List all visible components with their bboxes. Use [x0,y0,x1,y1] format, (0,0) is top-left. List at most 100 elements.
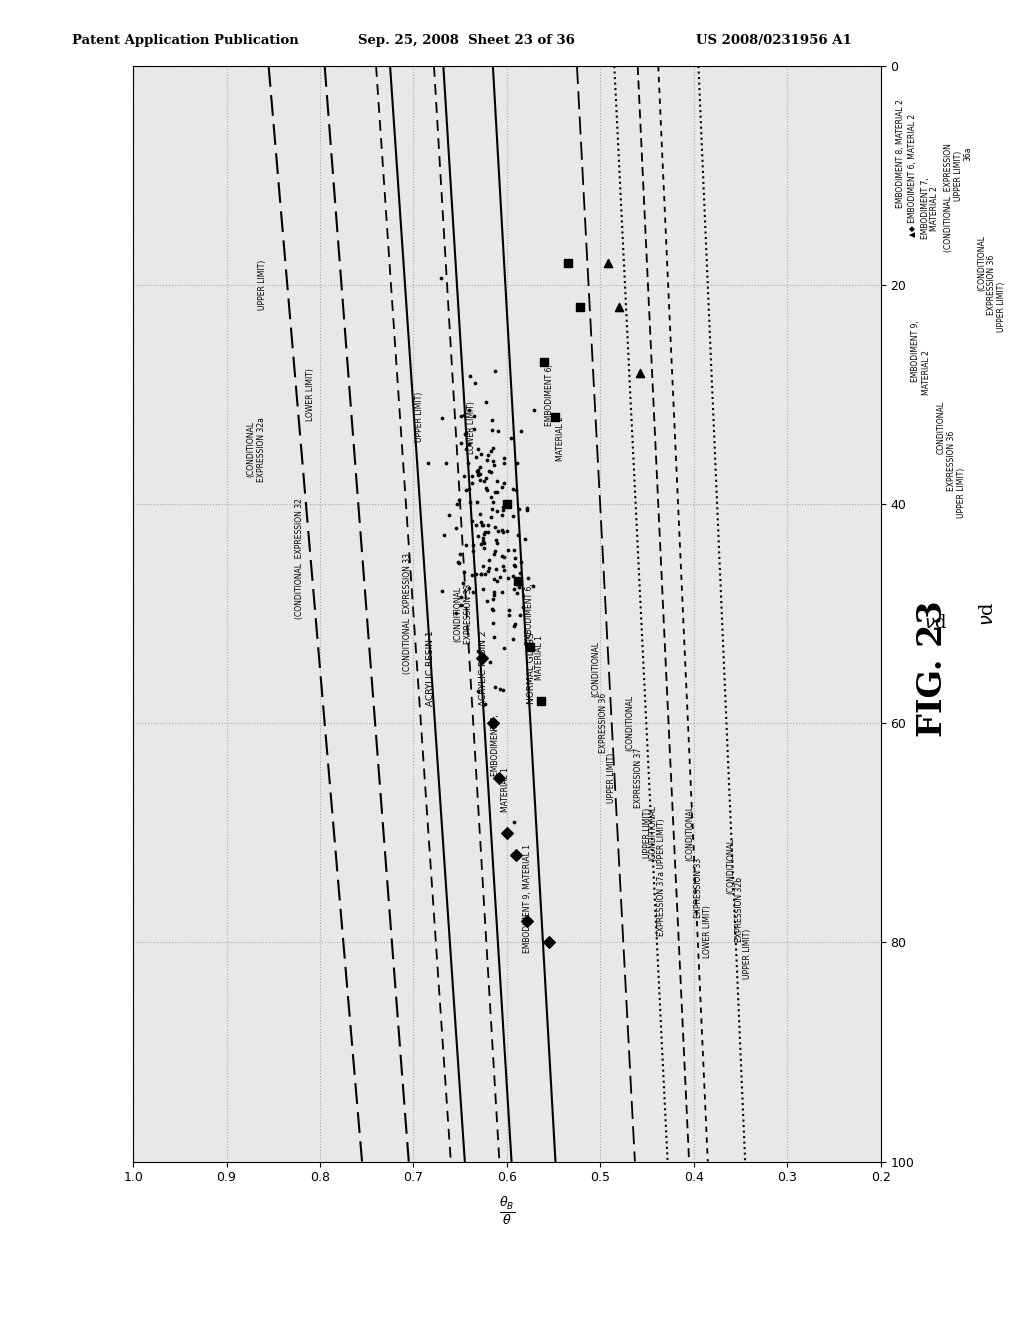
Point [519,498,536,519]
Point [509,582,525,603]
Point [495,680,511,701]
Point [513,420,529,441]
Text: NORMAL GLASS: NORMAL GLASS [526,632,536,705]
Point [499,494,515,515]
Point [485,455,502,477]
Point [473,533,489,554]
Point [456,466,472,487]
Text: EXPRESSION 32b: EXPRESSION 32b [735,876,744,942]
Text: UPPER LIMIT): UPPER LIMIT) [997,282,1007,333]
Text: MATERIAL 1: MATERIAL 1 [502,767,510,812]
Text: EXPRESSION 36: EXPRESSION 36 [947,430,956,491]
Point [488,570,505,591]
Point [500,540,516,561]
Point [470,459,486,480]
Point [506,554,522,576]
Text: (CONDITIONAL: (CONDITIONAL [648,805,657,861]
Point [453,405,469,426]
Point [481,461,498,482]
Point [482,651,499,672]
Point [470,680,486,701]
Point [474,513,490,535]
Point [487,558,504,579]
Point [610,297,627,318]
Text: (CONDITIONAL: (CONDITIONAL [626,696,635,751]
Point [466,407,482,428]
Point [470,465,486,486]
Text: (CONDITIONAL
EXPRESSION 32a: (CONDITIONAL EXPRESSION 32a [247,417,266,482]
Point [475,515,492,536]
Point [474,578,490,599]
Point [447,603,464,624]
Text: EMBODIMENT 7,: EMBODIMENT 7, [921,178,930,239]
Point [511,577,527,598]
Point [507,548,523,569]
Point [479,561,496,582]
Text: CONDITIONAL: CONDITIONAL [937,401,946,454]
Point [440,504,457,525]
Point [456,404,472,425]
Point [420,453,436,474]
Text: Patent Application Publication: Patent Application Publication [72,33,298,46]
Text: EMBODIMENT 7,: EMBODIMENT 7, [492,714,500,776]
Point [476,523,493,544]
Point [559,252,575,273]
Text: MATERIAL 2: MATERIAL 2 [556,416,564,461]
Point [494,581,510,602]
Text: ACRYLIC RESIN 1: ACRYLIC RESIN 1 [426,631,435,706]
Text: EMBODIMENT 6,: EMBODIMENT 6, [546,364,554,425]
Point [449,494,465,515]
Text: ACRYLIC RESIN 2: ACRYLIC RESIN 2 [479,631,488,706]
Text: (CONDITIONAL: (CONDITIONAL [977,235,986,292]
Point [485,585,502,606]
Text: EXPRESSION 33: EXPRESSION 33 [694,858,702,917]
Point [490,421,507,442]
Point [484,713,501,734]
Point [508,479,524,500]
Point [496,496,512,517]
Point [461,578,477,599]
Text: UPPER LIMIT): UPPER LIMIT) [642,808,651,858]
Point [483,420,500,441]
Point [470,525,486,546]
Point [475,554,492,576]
Text: FIG. 23: FIG. 23 [916,601,949,737]
Point [433,267,450,288]
Point [487,676,504,697]
Point [433,408,450,429]
Point [525,576,542,597]
Text: (CONDITIONAL  EXPRESSION 33: (CONDITIONAL EXPRESSION 33 [403,553,413,675]
Point [478,478,495,499]
Text: EXPRESSION 36: EXPRESSION 36 [987,255,996,315]
Point [476,537,493,558]
Text: (CONDITIONAL  EXPRESSION: (CONDITIONAL EXPRESSION [944,143,953,252]
Point [492,767,508,788]
Point [493,566,509,587]
Point [520,568,537,589]
Point [468,446,484,467]
Point [506,556,522,577]
Point [470,462,486,483]
Point [495,521,511,543]
Point [470,640,486,661]
Point [458,422,474,444]
Point [464,510,480,531]
Point [483,441,500,462]
Point [499,520,515,541]
Point [511,605,527,626]
Text: EMBODIMENT 8, MATERIAL 2: EMBODIMENT 8, MATERIAL 2 [896,99,905,209]
Text: (CONDITIONAL
EXPRESSION 33: (CONDITIONAL EXPRESSION 33 [454,583,473,644]
Point [496,546,512,568]
Point [499,822,515,843]
Point [472,503,488,524]
Text: UPPER LIMIT): UPPER LIMIT) [258,260,266,310]
Point [489,520,506,541]
Text: UPPER LIMIT): UPPER LIMIT) [743,928,753,978]
Point [462,491,478,512]
Point [457,424,473,445]
Point [496,453,512,474]
Point [465,535,481,556]
Point [468,513,484,535]
Point [506,579,522,601]
Point [486,568,503,589]
